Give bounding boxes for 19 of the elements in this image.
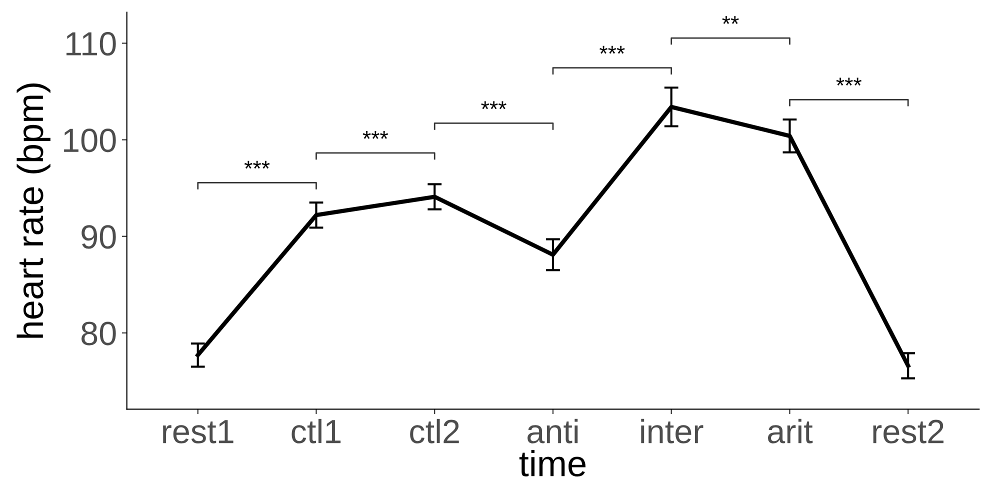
x-tick-label: anti [528, 418, 578, 444]
y-tick-label: 100 [64, 128, 116, 152]
x-axis-title: time [519, 450, 586, 477]
y-tick-label: 80 [82, 322, 116, 346]
y-axis-title: heart rate (bpm) [16, 84, 50, 338]
x-tick-label: ctl1 [292, 418, 341, 444]
x-tick-label: inter [641, 418, 704, 444]
annotation: *** [600, 46, 625, 54]
x-tick-label: arit [768, 418, 813, 444]
annotation: *** [362, 131, 388, 139]
y-tick-label: 110 [66, 32, 116, 56]
annotation: *** [481, 101, 506, 110]
x-tick-label: rest2 [873, 420, 944, 444]
annotation: *** [836, 78, 862, 86]
annotation: *** [244, 160, 270, 169]
y-tick-label: 90 [82, 225, 116, 249]
x-tick-label: rest1 [163, 420, 234, 444]
annotation: ** [722, 16, 739, 24]
x-tick-label: ctl2 [410, 418, 459, 444]
